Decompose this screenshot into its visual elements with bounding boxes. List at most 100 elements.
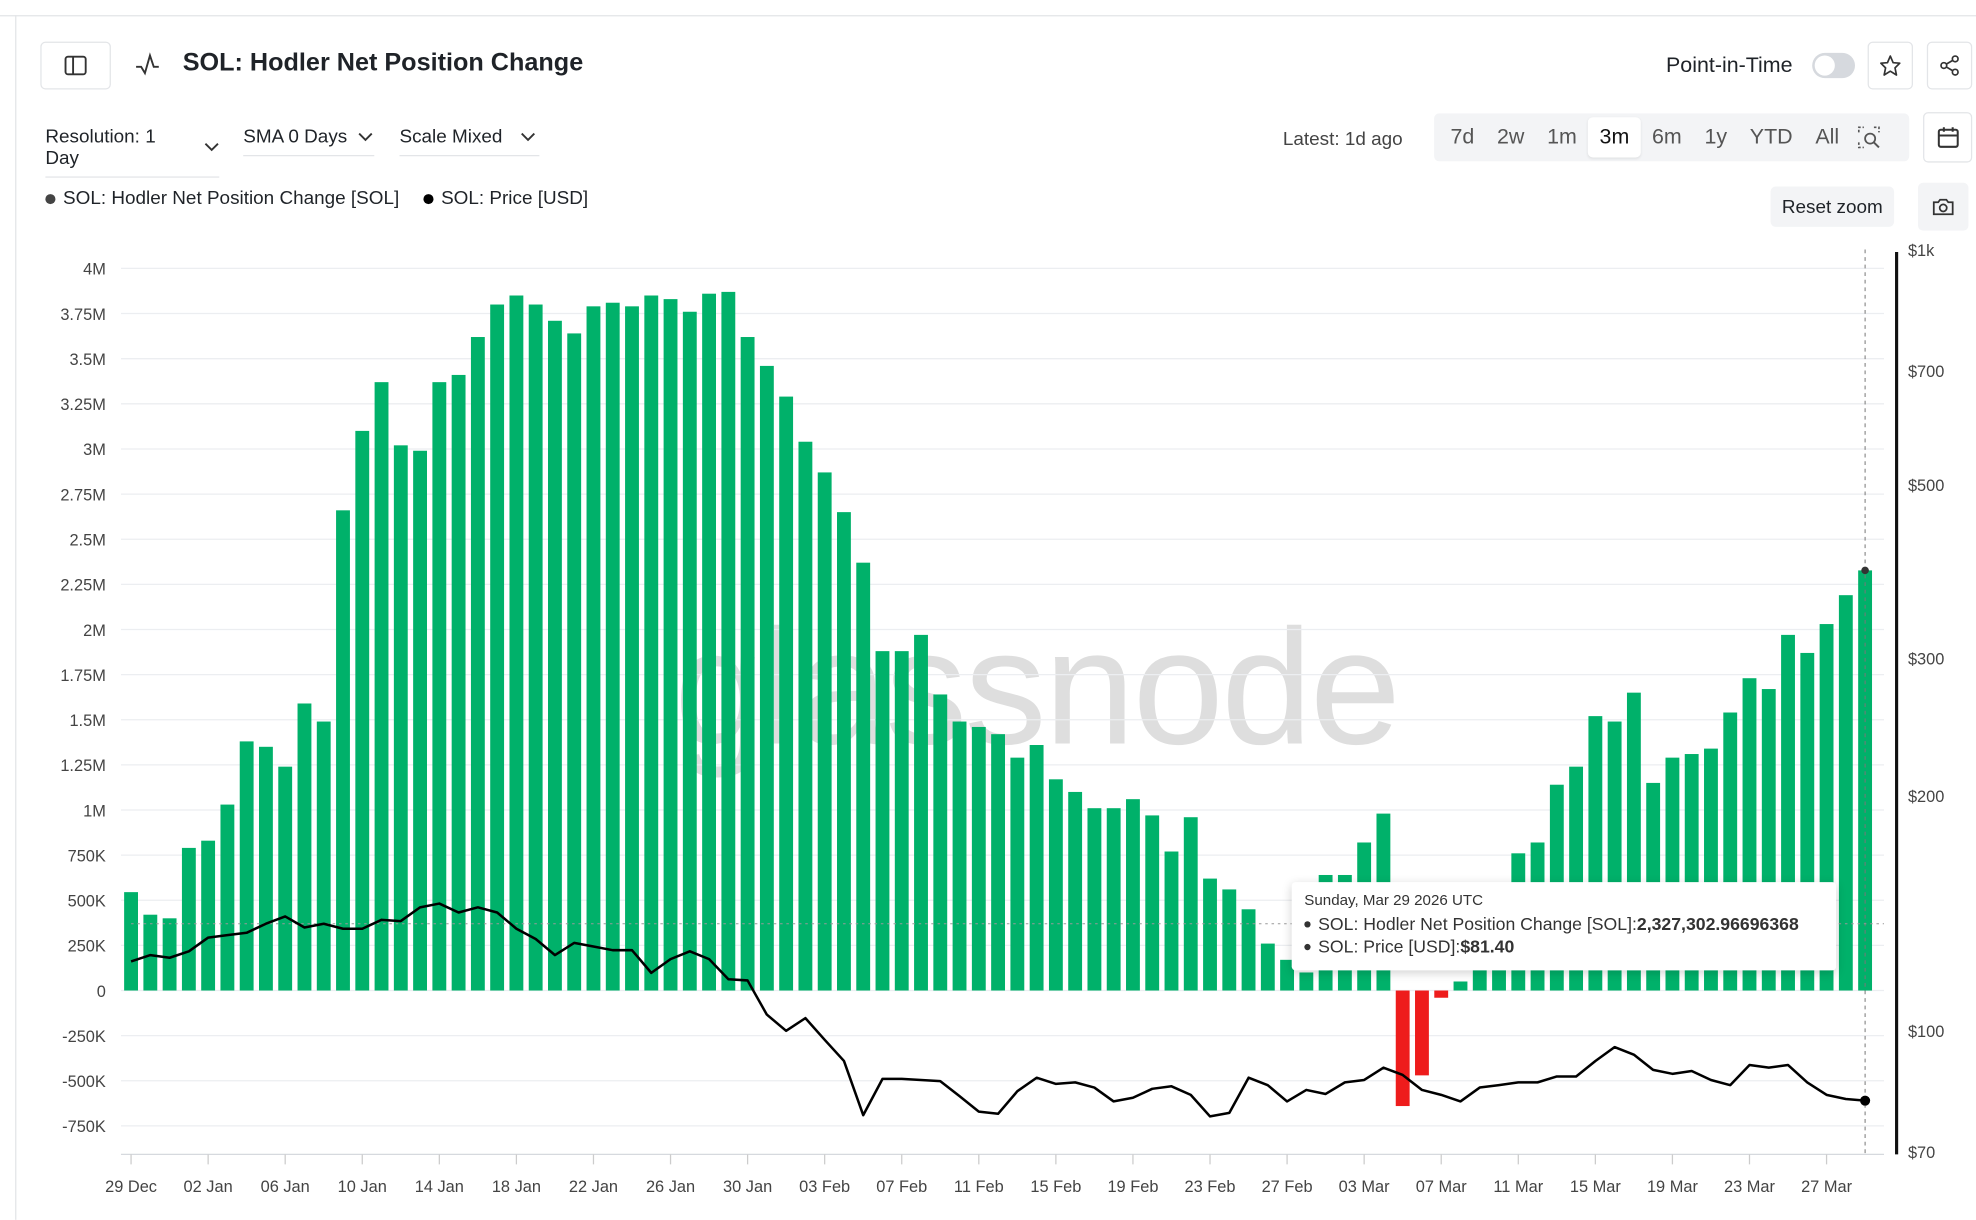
y-tick-label: 750K <box>68 847 106 865</box>
right-y-tick-label: $500 <box>1908 477 1944 495</box>
bar <box>336 510 350 991</box>
x-tick-label: 06 Jan <box>261 1178 310 1196</box>
y-tick-label: 2M <box>83 622 106 640</box>
right-y-tick-label: $70 <box>1908 1144 1935 1162</box>
bar <box>914 634 928 991</box>
bar <box>798 441 813 991</box>
range-7d[interactable]: 7d <box>1450 124 1475 149</box>
price-point <box>1860 1095 1871 1106</box>
x-tick-label: 23 Mar <box>1724 1178 1776 1196</box>
bar <box>201 840 216 991</box>
y-tick-label: 0 <box>97 983 106 1001</box>
bar <box>1838 595 1853 991</box>
legend-label: SOL: Hodler Net Position Change [SOL] <box>63 187 400 210</box>
bar <box>759 365 774 991</box>
bar <box>875 651 890 991</box>
x-tick-label: 15 Mar <box>1570 1178 1622 1196</box>
reset-zoom-button[interactable]: Reset zoom <box>1770 186 1895 227</box>
calendar-icon <box>1937 127 1959 148</box>
page-title: SOL: Hodler Net Position Change <box>182 49 584 77</box>
time-range-selector: 7d 2w 1m 3m 6m 1y YTD All <box>1434 113 1910 162</box>
point-in-time-toggle[interactable] <box>1812 52 1856 79</box>
y-tick-label: -250K <box>62 1028 106 1046</box>
share-button[interactable] <box>1926 41 1973 90</box>
bar <box>393 445 408 991</box>
camera-icon <box>1932 198 1954 216</box>
bar <box>470 337 485 991</box>
scale-dropdown[interactable]: Scale Mixed <box>399 126 540 157</box>
latest-update-text: Latest: 1d ago <box>1282 128 1403 150</box>
right-y-tick-label: $200 <box>1908 788 1944 806</box>
range-3m[interactable]: 3m <box>1588 117 1641 158</box>
bar <box>1415 990 1429 1076</box>
bar <box>374 382 389 991</box>
bar <box>162 918 177 991</box>
bar <box>894 651 909 991</box>
range-1m[interactable]: 1m <box>1547 124 1577 149</box>
range-6m[interactable]: 6m <box>1652 124 1682 149</box>
x-tick-label: 07 Mar <box>1416 1178 1468 1196</box>
bar <box>355 430 370 991</box>
y-tick-label: 2.75M <box>60 486 106 504</box>
x-tick-label: 18 Jan <box>492 1178 541 1196</box>
price-line <box>130 902 1866 1118</box>
bar <box>702 293 717 991</box>
x-tick-label: 02 Jan <box>184 1178 233 1196</box>
bar <box>181 847 196 991</box>
bar <box>1048 779 1063 991</box>
calendar-button[interactable] <box>1923 112 1973 163</box>
y-tick-label: -500K <box>62 1073 106 1091</box>
divider <box>15 15 17 1220</box>
scale-label: Scale Mixed <box>399 126 503 148</box>
range-ytd[interactable]: YTD <box>1749 124 1793 149</box>
bar <box>1222 889 1237 991</box>
bar <box>605 302 620 991</box>
bar <box>1068 791 1083 991</box>
y-tick-label: 1.25M <box>60 757 106 775</box>
bar <box>220 804 235 991</box>
x-tick-label: 03 Feb <box>799 1178 850 1196</box>
y-tick-label: 4M <box>83 261 106 279</box>
range-all[interactable]: All <box>1815 124 1840 149</box>
bar <box>1241 909 1256 991</box>
bar <box>413 450 427 991</box>
star-icon <box>1879 55 1901 76</box>
divider <box>0 15 1976 17</box>
x-tick-label: 29 Dec <box>105 1178 157 1196</box>
bar <box>258 746 273 991</box>
range-2w[interactable]: 2w <box>1497 124 1525 149</box>
bar <box>143 914 158 991</box>
sidebar-toggle-button[interactable] <box>40 41 111 90</box>
legend-item-price[interactable]: SOL: Price [USD] <box>423 188 588 209</box>
bar <box>239 741 254 991</box>
zoom-select-icon[interactable] <box>1858 126 1881 149</box>
y-tick-label: 3M <box>83 441 106 459</box>
y-tick-label: 250K <box>68 938 106 956</box>
bar <box>432 382 447 991</box>
bar <box>682 311 697 991</box>
bar <box>278 766 293 991</box>
y-tick-label: 3.75M <box>60 306 106 324</box>
y-tick-label: -750K <box>62 1118 106 1136</box>
bar <box>1010 757 1025 991</box>
bar <box>509 295 524 991</box>
bullet <box>1304 920 1311 927</box>
resolution-dropdown[interactable]: Resolution: 1 Day <box>45 126 220 178</box>
bar <box>817 472 832 991</box>
legend-item-net-position[interactable]: SOL: Hodler Net Position Change [SOL] <box>45 188 399 209</box>
x-tick-label: 07 Feb <box>876 1178 927 1196</box>
tooltip-series-2-label: SOL: Price [USD]: <box>1318 936 1461 957</box>
metric-pulse-icon <box>136 52 159 76</box>
bar <box>1183 817 1198 991</box>
tooltip-series-2-value: $81.40 <box>1460 936 1515 957</box>
screenshot-button[interactable] <box>1918 182 1969 231</box>
favorite-button[interactable] <box>1867 41 1913 90</box>
bar <box>297 703 312 991</box>
range-1y[interactable]: 1y <box>1704 124 1728 149</box>
sma-dropdown[interactable]: SMA 0 Days <box>243 126 375 157</box>
bar <box>1106 808 1121 991</box>
bar <box>991 734 1006 991</box>
bar <box>1280 959 1295 991</box>
